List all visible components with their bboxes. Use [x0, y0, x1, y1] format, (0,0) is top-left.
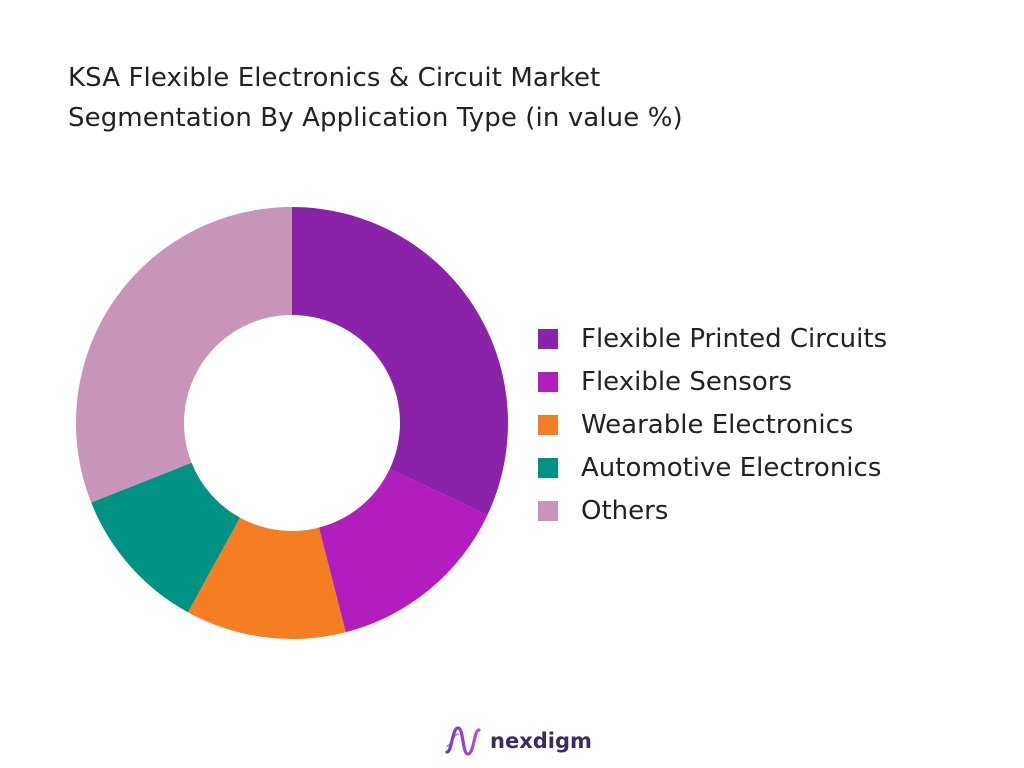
legend-swatch: [538, 328, 558, 349]
legend-item-wearable-electronics: Wearable Electronics: [538, 403, 887, 446]
legend-swatch: [538, 500, 558, 521]
chart-legend: Flexible Printed Circuits Flexible Senso…: [538, 317, 887, 532]
legend-swatch: [538, 414, 558, 435]
donut-slice-wearable-electronics: [187, 517, 346, 639]
legend-label: Flexible Sensors: [581, 366, 792, 397]
legend-swatch: [538, 371, 558, 392]
donut-slice-automotive-electronics: [91, 462, 240, 613]
brand-logo: nexdigm: [444, 722, 592, 760]
legend-swatch: [538, 457, 558, 478]
legend-label: Automotive Electronics: [581, 452, 882, 483]
legend-item-automotive-electronics: Automotive Electronics: [538, 446, 887, 489]
donut-slice-flexible-printed-circuits: [292, 207, 509, 515]
legend-label: Others: [581, 495, 669, 526]
chart-title-line-1: KSA Flexible Electronics & Circuit Marke…: [68, 63, 601, 93]
legend-item-flexible-printed-circuits: Flexible Printed Circuits: [538, 317, 887, 360]
legend-label: Wearable Electronics: [581, 409, 854, 440]
brand-name: nexdigm: [490, 729, 592, 753]
chart-title-line-2: Segmentation By Application Type (in val…: [68, 103, 683, 133]
chart-title: KSA Flexible Electronics & Circuit Marke…: [68, 58, 968, 138]
legend-item-flexible-sensors: Flexible Sensors: [538, 360, 887, 403]
donut-slice-flexible-sensors: [318, 468, 488, 633]
donut-slice-others: [75, 207, 292, 503]
legend-label: Flexible Printed Circuits: [581, 323, 888, 354]
legend-item-others: Others: [538, 489, 887, 532]
nexdigm-wave-logo-icon: [445, 726, 481, 756]
